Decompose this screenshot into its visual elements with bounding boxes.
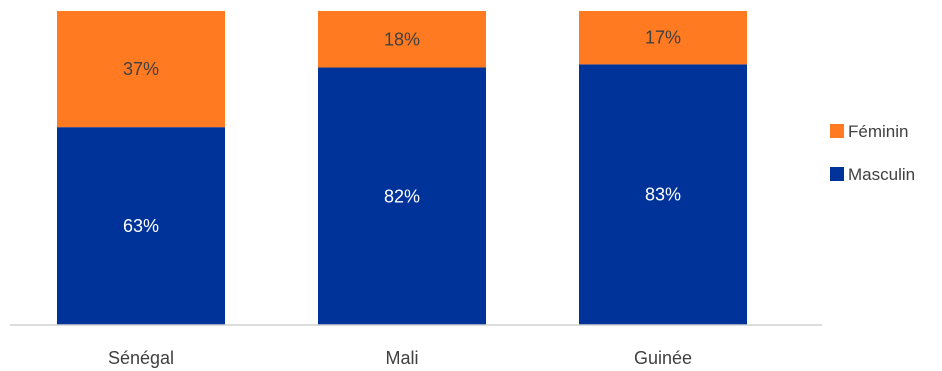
data-label-senegal-masculin: 63% — [123, 216, 159, 236]
data-labels-group: 63% 37% 82% 18% 83% 17% — [123, 28, 681, 236]
category-labels-group: Sénégal Mali Guinée — [108, 348, 692, 368]
data-label-guinee-masculin: 83% — [645, 185, 681, 205]
bars-group — [57, 11, 747, 326]
bar-mali-feminin — [318, 11, 486, 68]
bar-guinee-feminin — [579, 11, 747, 65]
category-label-senegal: Sénégal — [108, 348, 174, 368]
legend-label-masculin: Masculin — [848, 165, 915, 184]
data-label-mali-feminin: 18% — [384, 29, 420, 49]
bar-senegal-feminin — [57, 11, 225, 128]
legend-swatch-masculin — [830, 167, 844, 181]
category-label-mali: Mali — [385, 348, 418, 368]
bar-senegal-masculin — [57, 127, 225, 326]
data-label-guinee-feminin: 17% — [645, 28, 681, 48]
legend-label-feminin: Féminin — [848, 122, 908, 141]
bar-guinee-masculin — [579, 64, 747, 325]
data-label-mali-masculin: 82% — [384, 186, 420, 206]
legend: Féminin Masculin — [830, 122, 915, 184]
category-label-guinee: Guinée — [634, 348, 692, 368]
bar-mali-masculin — [318, 67, 486, 326]
data-label-senegal-feminin: 37% — [123, 59, 159, 79]
legend-swatch-feminin — [830, 124, 844, 138]
